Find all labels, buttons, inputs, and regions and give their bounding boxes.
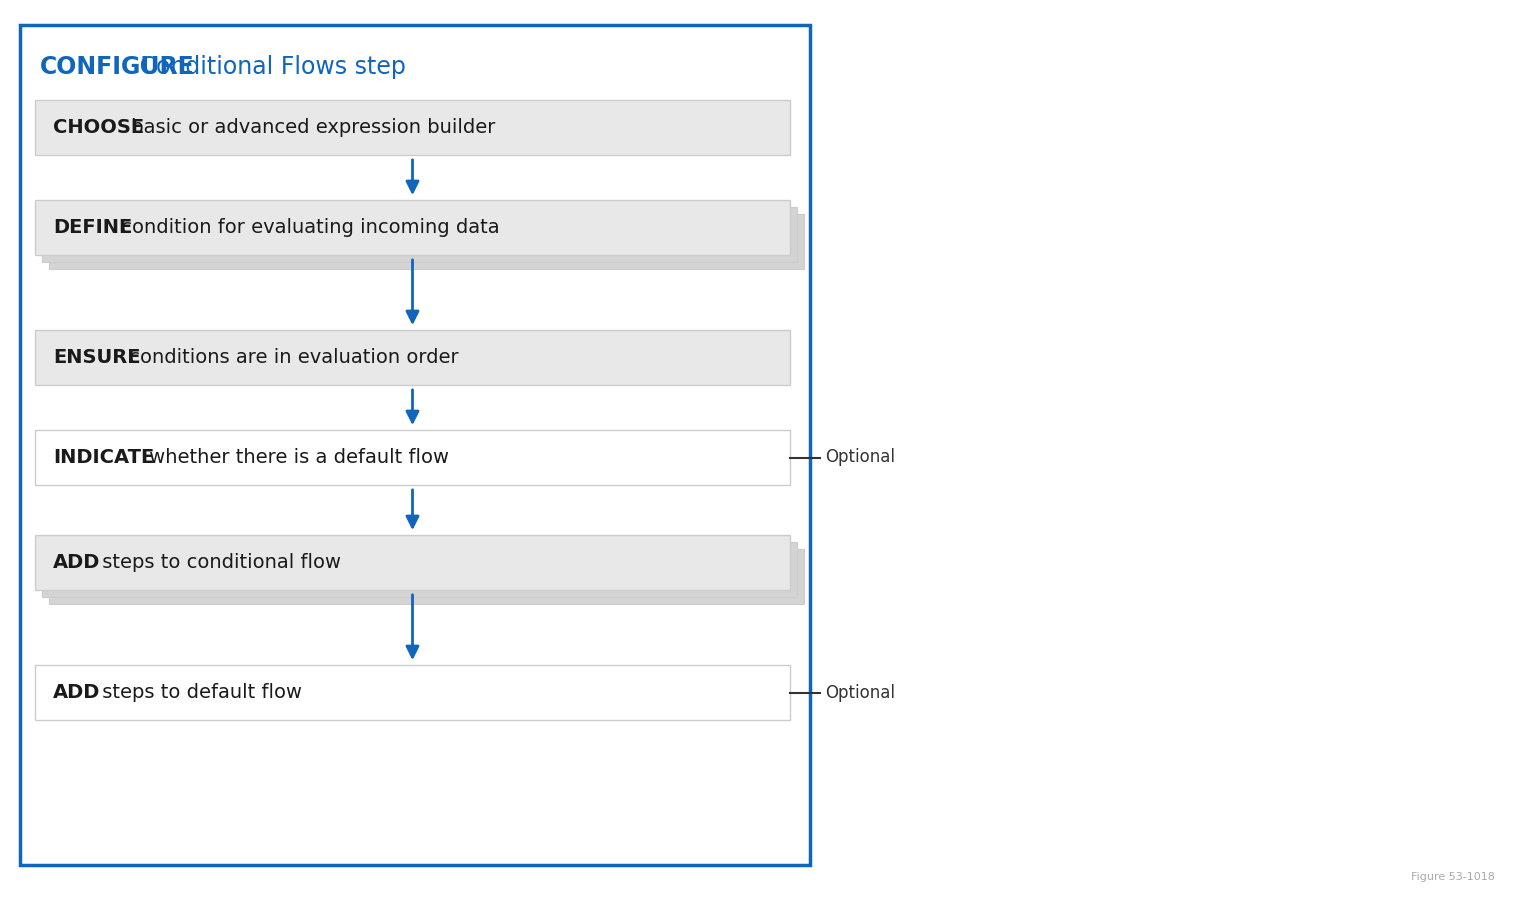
Bar — [49, 214, 804, 269]
Bar — [43, 542, 796, 597]
Bar — [35, 330, 790, 385]
Text: CHOOSE: CHOOSE — [53, 118, 144, 137]
Text: Figure 53-1018: Figure 53-1018 — [1411, 872, 1496, 882]
Text: Optional: Optional — [825, 683, 895, 701]
Text: ADD: ADD — [53, 683, 100, 702]
Text: whether there is a default flow: whether there is a default flow — [143, 448, 448, 467]
Bar — [35, 665, 790, 720]
Text: steps to default flow: steps to default flow — [96, 683, 302, 702]
Text: condition for evaluating incoming data: condition for evaluating incoming data — [116, 218, 500, 237]
Text: basic or advanced expression builder: basic or advanced expression builder — [125, 118, 496, 137]
Text: INDICATE: INDICATE — [53, 448, 154, 467]
Text: DEFINE: DEFINE — [53, 218, 132, 237]
Text: Conditional Flows step: Conditional Flows step — [132, 55, 406, 79]
Bar — [49, 549, 804, 604]
Text: ADD: ADD — [53, 553, 100, 572]
Bar — [35, 200, 790, 255]
Bar — [35, 430, 790, 485]
Bar — [35, 100, 790, 155]
Text: Optional: Optional — [825, 448, 895, 466]
Bar — [43, 207, 796, 262]
Text: CONFIGURE: CONFIGURE — [40, 55, 195, 79]
Bar — [20, 25, 810, 865]
Text: ENSURE: ENSURE — [53, 348, 140, 367]
Text: steps to conditional flow: steps to conditional flow — [96, 553, 340, 572]
Bar — [35, 535, 790, 590]
Text: conditions are in evaluation order: conditions are in evaluation order — [123, 348, 459, 367]
